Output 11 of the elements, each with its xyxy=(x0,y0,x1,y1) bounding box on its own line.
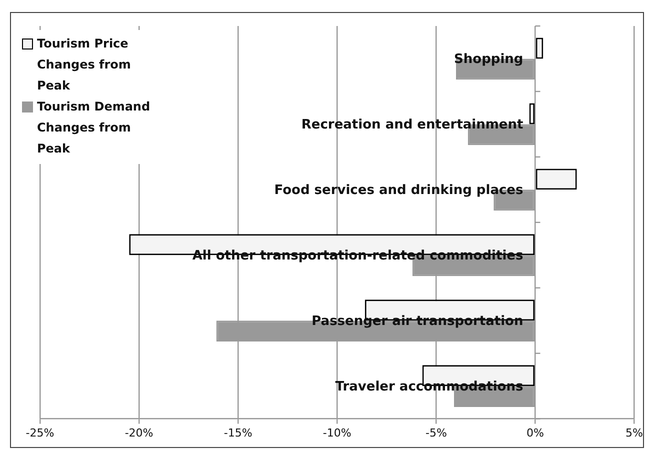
legend-label: Tourism Price Changes from Peak xyxy=(37,36,131,93)
y-tick-label: Food services and drinking places xyxy=(274,183,524,198)
x-tick-label: -15% xyxy=(224,426,252,440)
legend-label: Tourism Demand Changes from Peak xyxy=(37,100,150,156)
x-tick-label: -20% xyxy=(124,426,154,440)
x-tick-label: -25% xyxy=(26,426,54,440)
x-tick-label: 5% xyxy=(626,426,643,440)
x-tick-label: -5% xyxy=(425,426,447,440)
x-tick-label: 0% xyxy=(526,426,544,440)
y-tick-label: Recreation and entertainment xyxy=(301,118,524,133)
x-tick-label: -10% xyxy=(322,426,352,440)
